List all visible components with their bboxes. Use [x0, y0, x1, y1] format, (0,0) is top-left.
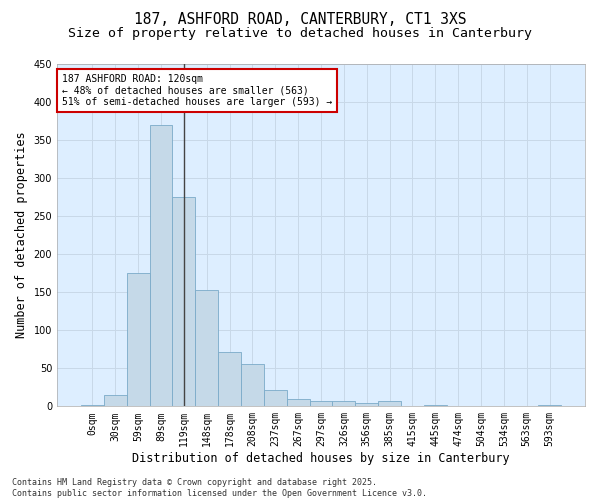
Bar: [378, 401, 401, 406]
Bar: [424, 405, 447, 406]
Bar: [149, 125, 172, 406]
Bar: [127, 273, 149, 406]
Text: Contains HM Land Registry data © Crown copyright and database right 2025.
Contai: Contains HM Land Registry data © Crown c…: [12, 478, 427, 498]
Bar: [538, 405, 561, 406]
X-axis label: Distribution of detached houses by size in Canterbury: Distribution of detached houses by size …: [132, 452, 510, 465]
Bar: [81, 405, 104, 406]
Text: 187, ASHFORD ROAD, CANTERBURY, CT1 3XS: 187, ASHFORD ROAD, CANTERBURY, CT1 3XS: [134, 12, 466, 28]
Bar: [355, 402, 378, 406]
Bar: [264, 390, 287, 406]
Y-axis label: Number of detached properties: Number of detached properties: [15, 132, 28, 338]
Bar: [310, 401, 332, 406]
Bar: [287, 398, 310, 406]
Bar: [196, 290, 218, 406]
Bar: [332, 401, 355, 406]
Bar: [104, 395, 127, 406]
Bar: [218, 352, 241, 406]
Bar: [172, 197, 196, 406]
Bar: [241, 364, 264, 406]
Text: Size of property relative to detached houses in Canterbury: Size of property relative to detached ho…: [68, 28, 532, 40]
Text: 187 ASHFORD ROAD: 120sqm
← 48% of detached houses are smaller (563)
51% of semi-: 187 ASHFORD ROAD: 120sqm ← 48% of detach…: [62, 74, 332, 108]
